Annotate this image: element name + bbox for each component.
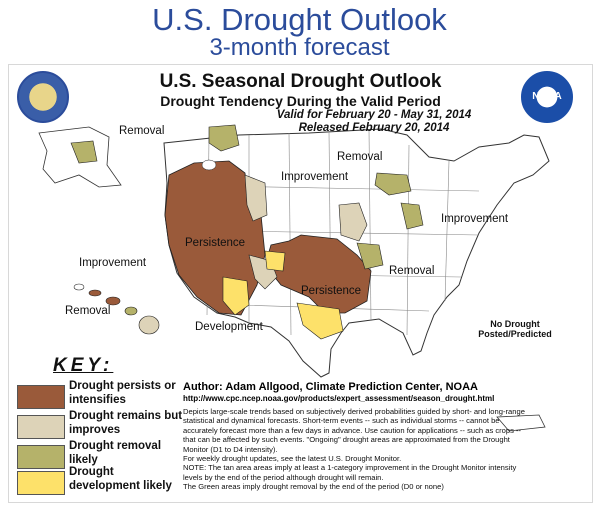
key-swatch-develop	[17, 471, 65, 495]
improve-region-west	[244, 174, 268, 222]
weekly-text: For weekly drought updates, see the late…	[183, 454, 402, 464]
source-url[interactable]: http://www.cpc.ncep.noaa.gov/products/ex…	[183, 394, 495, 403]
alaska-removal	[70, 140, 98, 164]
key-item-persist: Drought persists or intensifies	[17, 379, 187, 415]
label-improvement-north: Improvement	[281, 171, 349, 183]
key-label-removal: Drought removal likely	[69, 440, 162, 466]
map-subtitle: Drought Tendency During the Valid Period	[160, 93, 441, 109]
label-persistence-west: Persistence	[185, 237, 246, 249]
noaa-logo-icon: NOAA	[521, 71, 573, 123]
key-swatch-persist	[17, 385, 65, 409]
removal-region-mid	[400, 202, 424, 230]
valid-date: Valid for February 20 - May 31, 2014	[276, 109, 472, 121]
label-pr-note: No Drought Posted/Predicted	[478, 319, 552, 339]
label-removal-hi: Removal	[65, 305, 111, 317]
label-improvement-east: Improvement	[441, 213, 509, 225]
slide-subtitle: 3-month forecast	[209, 34, 390, 61]
key-item-removal: Drought removal likely	[17, 439, 187, 475]
key-item-develop: Drought development likely	[17, 465, 187, 501]
key-label-improve: Drought remains but improves	[69, 410, 183, 436]
removal-region-ne	[374, 172, 412, 196]
develop-region-sw	[222, 276, 250, 316]
key-swatch-removal	[17, 445, 65, 469]
label-improvement-hi: Improvement	[79, 257, 147, 269]
label-persistence-south: Persistence	[301, 285, 362, 297]
drought-map-panel: NOAA U.S. Seasonal Drought Outlook Droug…	[8, 64, 593, 503]
released-date: Released February 20, 2014	[298, 122, 450, 134]
key-label-develop: Drought development likely	[69, 466, 172, 492]
hawaii-islands	[73, 283, 160, 335]
removal-region-nw	[208, 124, 240, 152]
commerce-seal-icon	[17, 71, 69, 123]
develop-region-west	[264, 250, 286, 272]
key-title: KEY:	[53, 355, 114, 376]
label-removal-ak: Removal	[119, 125, 165, 137]
description-text: Depicts large-scale trends based on subj…	[183, 407, 525, 454]
map-title: U.S. Seasonal Drought Outlook	[159, 71, 442, 92]
note-text: NOTE: The tan area areas imply at least …	[183, 463, 517, 482]
lake-white	[201, 159, 217, 171]
label-development: Development	[195, 321, 263, 333]
improve-region-north	[338, 202, 368, 242]
key-item-improve: Drought remains but improves	[17, 409, 187, 445]
author-credit: Author: Adam Allgood, Climate Prediction…	[183, 381, 478, 393]
key-label-persist: Drought persists or intensifies	[69, 380, 176, 406]
removal-region-central	[356, 242, 384, 270]
map-graphic	[38, 124, 550, 432]
label-removal-north: Removal	[337, 151, 383, 163]
green-text: The Green areas imply drought removal by…	[183, 482, 444, 492]
puerto-rico-outline	[496, 414, 546, 432]
persist-west-region	[164, 160, 266, 316]
description-block: Depicts large-scale trends based on subj…	[183, 407, 533, 492]
key-swatch-improve	[17, 415, 65, 439]
label-removal-central: Removal	[389, 265, 435, 277]
develop-region-tx	[296, 302, 344, 340]
slide-title: U.S. Drought Outlook	[152, 2, 447, 37]
